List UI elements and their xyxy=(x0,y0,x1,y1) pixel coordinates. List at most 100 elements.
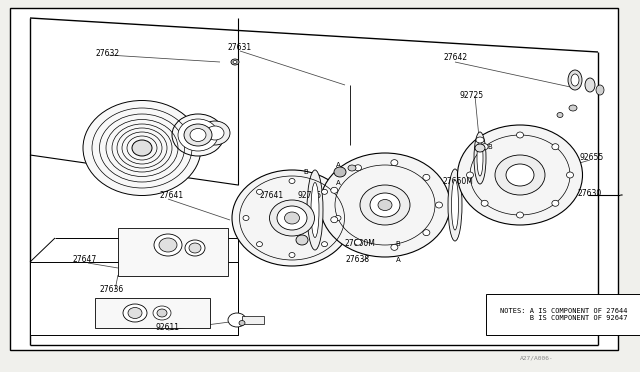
Ellipse shape xyxy=(228,313,246,327)
Ellipse shape xyxy=(206,126,224,140)
Ellipse shape xyxy=(289,179,295,183)
Text: A: A xyxy=(396,257,401,263)
Ellipse shape xyxy=(184,124,212,146)
Text: 27636: 27636 xyxy=(100,285,124,294)
Ellipse shape xyxy=(157,309,167,317)
Text: 27641: 27641 xyxy=(160,192,184,201)
Ellipse shape xyxy=(331,187,338,193)
Ellipse shape xyxy=(585,78,595,92)
Ellipse shape xyxy=(83,100,201,196)
Ellipse shape xyxy=(516,132,524,138)
Ellipse shape xyxy=(320,153,450,257)
Text: 27647: 27647 xyxy=(73,256,97,264)
Ellipse shape xyxy=(596,85,604,95)
Ellipse shape xyxy=(178,119,218,151)
Text: A27/A006·: A27/A006· xyxy=(520,356,554,360)
Ellipse shape xyxy=(269,200,314,236)
Ellipse shape xyxy=(307,170,323,250)
Ellipse shape xyxy=(451,180,458,230)
Ellipse shape xyxy=(321,242,328,247)
Ellipse shape xyxy=(321,189,328,194)
Ellipse shape xyxy=(481,144,488,150)
Ellipse shape xyxy=(257,242,262,247)
Text: A: A xyxy=(335,180,340,186)
Ellipse shape xyxy=(552,200,559,206)
Text: A: A xyxy=(335,162,340,168)
Text: B: B xyxy=(396,241,401,247)
Ellipse shape xyxy=(458,125,582,225)
Text: 92611: 92611 xyxy=(156,323,180,331)
Ellipse shape xyxy=(360,185,410,225)
Bar xyxy=(242,316,264,324)
Ellipse shape xyxy=(566,172,573,178)
Ellipse shape xyxy=(331,217,338,223)
Ellipse shape xyxy=(569,105,577,111)
Ellipse shape xyxy=(334,167,346,177)
Ellipse shape xyxy=(311,183,319,237)
Text: 27632: 27632 xyxy=(96,48,120,58)
Text: 27660M: 27660M xyxy=(344,240,376,248)
Ellipse shape xyxy=(435,202,442,208)
Text: 27631: 27631 xyxy=(228,44,252,52)
Bar xyxy=(118,228,228,276)
Ellipse shape xyxy=(289,253,295,257)
Text: 27642: 27642 xyxy=(444,54,468,62)
Ellipse shape xyxy=(185,240,205,256)
Text: B: B xyxy=(488,144,492,150)
Ellipse shape xyxy=(285,212,300,224)
Ellipse shape xyxy=(200,121,230,145)
Ellipse shape xyxy=(189,243,201,253)
Text: B: B xyxy=(303,169,308,175)
Ellipse shape xyxy=(571,74,579,86)
Bar xyxy=(30,262,238,335)
Ellipse shape xyxy=(477,140,483,176)
Ellipse shape xyxy=(495,155,545,195)
Ellipse shape xyxy=(378,199,392,211)
Ellipse shape xyxy=(296,235,308,245)
Ellipse shape xyxy=(190,128,206,141)
Text: 92715: 92715 xyxy=(298,190,322,199)
Text: 27641: 27641 xyxy=(260,192,284,201)
Text: 27660M: 27660M xyxy=(443,177,474,186)
Text: 27638: 27638 xyxy=(346,256,370,264)
Ellipse shape xyxy=(231,59,239,65)
Ellipse shape xyxy=(423,174,430,180)
Ellipse shape xyxy=(159,238,177,252)
Text: 92725: 92725 xyxy=(460,90,484,99)
Ellipse shape xyxy=(128,308,142,318)
Ellipse shape xyxy=(557,112,563,118)
Ellipse shape xyxy=(153,306,171,320)
Text: 27630: 27630 xyxy=(578,189,602,198)
Ellipse shape xyxy=(132,140,152,156)
Ellipse shape xyxy=(467,172,474,178)
Ellipse shape xyxy=(257,189,262,194)
Text: 92655: 92655 xyxy=(580,154,604,163)
Ellipse shape xyxy=(335,215,341,221)
Ellipse shape xyxy=(370,193,400,217)
Ellipse shape xyxy=(475,144,485,152)
Ellipse shape xyxy=(474,132,486,184)
Ellipse shape xyxy=(568,70,582,90)
Ellipse shape xyxy=(552,144,559,150)
Ellipse shape xyxy=(243,215,249,221)
Ellipse shape xyxy=(277,206,307,230)
Text: NOTES: A IS COMPONENT OF 27644
       B IS COMPONENT OF 92647: NOTES: A IS COMPONENT OF 27644 B IS COMP… xyxy=(500,308,627,321)
Ellipse shape xyxy=(481,200,488,206)
Ellipse shape xyxy=(355,239,362,245)
Ellipse shape xyxy=(506,164,534,186)
Ellipse shape xyxy=(476,137,484,143)
Ellipse shape xyxy=(123,304,147,322)
Ellipse shape xyxy=(348,165,356,171)
Ellipse shape xyxy=(233,61,237,64)
Ellipse shape xyxy=(172,114,224,156)
Ellipse shape xyxy=(355,165,362,171)
Ellipse shape xyxy=(391,244,398,250)
Ellipse shape xyxy=(391,160,398,166)
Bar xyxy=(95,298,210,328)
Ellipse shape xyxy=(448,169,462,241)
Ellipse shape xyxy=(154,234,182,256)
Ellipse shape xyxy=(423,230,430,235)
Ellipse shape xyxy=(232,170,352,266)
Ellipse shape xyxy=(516,212,524,218)
Ellipse shape xyxy=(239,321,245,326)
